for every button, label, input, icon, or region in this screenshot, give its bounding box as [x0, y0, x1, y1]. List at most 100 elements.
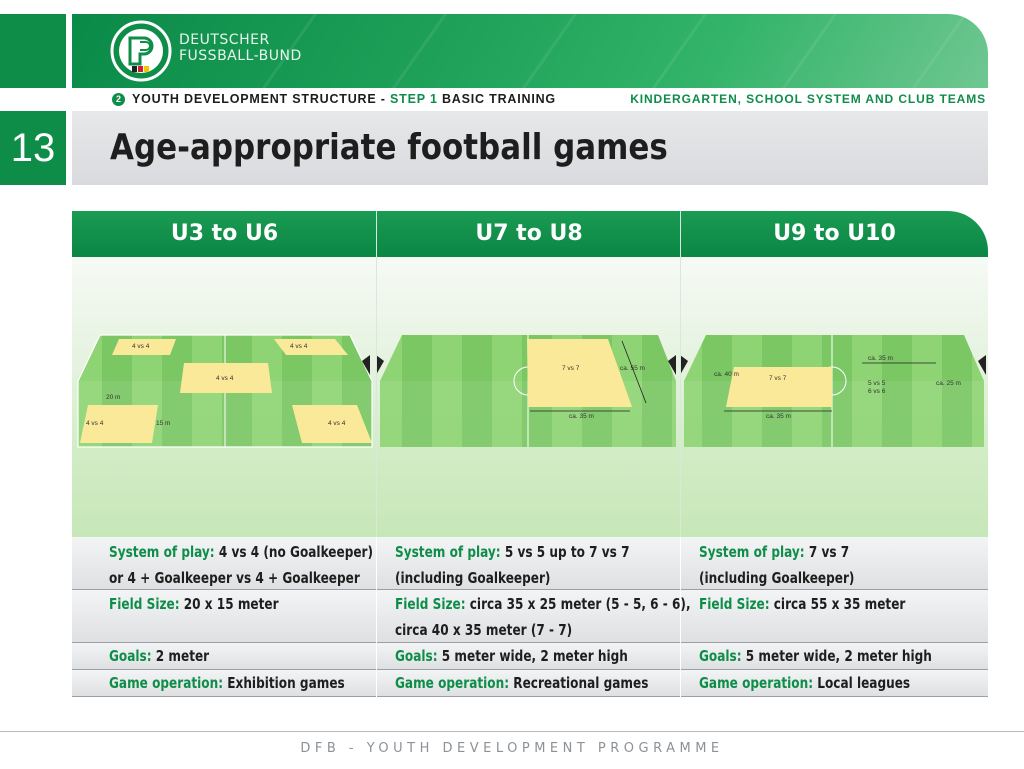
cell-game-u7-u8: Game operation: Recreational games [358, 670, 662, 696]
field-size-value-2: circa 40 x 35 meter (7 - 7) [395, 621, 573, 639]
field-label: ca. 35 m [569, 413, 594, 420]
game-operation-label: Game operation: [699, 674, 814, 692]
breadcrumb-left: YOUTH DEVELOPMENT STRUCTURE - STEP 1 BAS… [132, 92, 556, 106]
field-label: 15 m [156, 420, 170, 427]
cell-divider [680, 537, 681, 697]
audience-label: KINDERGARTEN, SCHOOL SYSTEM AND CLUB TEA… [630, 92, 986, 106]
game-operation-value: Local leagues [817, 674, 911, 692]
page-number: 13 [0, 111, 66, 185]
breadcrumb-step: STEP 1 [390, 92, 438, 106]
game-operation-label: Game operation: [395, 674, 510, 692]
zone-u9-main [726, 367, 832, 407]
zone-u3-bottom-right [292, 405, 372, 443]
goals-label: Goals: [395, 647, 438, 665]
pitch-illustrations: 4 vs 4 4 vs 4 4 vs 4 20 m 4 vs 4 15 m 4 … [72, 257, 988, 537]
goals-value: 5 meter wide, 2 meter high [745, 647, 932, 665]
field-size-value: circa 35 x 25 meter (5 - 5, 6 - 6), [469, 595, 691, 613]
row-field-size [72, 590, 988, 642]
pitch-u9-u10: ca. 35 m ca. 40 m 7 vs 7 5 vs 5 6 vs 6 c… [680, 335, 986, 447]
system-value: 5 vs 5 up to 7 vs 7 [504, 543, 630, 561]
pitch-diagrams: 4 vs 4 4 vs 4 4 vs 4 20 m 4 vs 4 15 m 4 … [77, 334, 986, 448]
field-label: ca. 55 m [620, 365, 645, 372]
field-label: 4 vs 4 [328, 420, 346, 427]
field-size-label: Field Size: [699, 595, 770, 613]
zone-u7-field [527, 339, 632, 407]
field-size-value: 20 x 15 meter [183, 595, 279, 613]
goals-value: 5 meter wide, 2 meter high [441, 647, 628, 665]
cell-goals-u3-u6: Goals: 2 meter [72, 643, 376, 669]
system-value-2: (including Goalkeeper) [699, 569, 855, 587]
zone-u3-center [180, 363, 272, 393]
goals-value: 2 meter [155, 647, 210, 665]
org-name-line1: DEUTSCHER [179, 32, 270, 48]
breadcrumb-suffix: BASIC TRAINING [437, 92, 556, 106]
field-label: ca. 25 m [936, 380, 961, 387]
cell-goals-u7-u8: Goals: 5 meter wide, 2 meter high [358, 643, 662, 669]
row-separator [72, 696, 988, 697]
age-group-table: U3 to U6 U7 to U8 U9 to U10 [72, 211, 988, 701]
zone-u3-top-left [112, 339, 176, 355]
column-heading-u7-u8: U7 to U8 [475, 221, 583, 246]
system-label: System of play: [109, 543, 215, 561]
field-label: ca. 40 m [714, 371, 739, 378]
org-name-line2: FUSSBALL-BUND [179, 48, 302, 64]
field-label: 6 vs 6 [868, 388, 886, 395]
zone-u3-bottom-left [80, 405, 158, 443]
column-divider [680, 211, 681, 541]
cell-goals-u9-u10: Goals: 5 meter wide, 2 meter high [662, 643, 966, 669]
field-size-value: circa 55 x 35 meter [773, 595, 906, 613]
field-label: 4 vs 4 [132, 343, 150, 350]
field-size-label: Field Size: [109, 595, 180, 613]
system-value-2: (including Goalkeeper) [395, 569, 551, 587]
breadcrumb-section: YOUTH DEVELOPMENT STRUCTURE - [132, 92, 391, 106]
section-breadcrumb: 2 YOUTH DEVELOPMENT STRUCTURE - STEP 1 B… [72, 88, 988, 110]
cell-divider [376, 537, 377, 697]
cell-field-u3-u6: Field Size: 20 x 15 meter [72, 591, 376, 617]
zone-u3-top-right [274, 339, 348, 355]
row-separator [72, 669, 988, 670]
organization-name: DEUTSCHER FUSSBALL-BUND [179, 32, 302, 64]
system-value: 7 vs 7 [808, 543, 850, 561]
system-label: System of play: [699, 543, 805, 561]
row-goals [72, 643, 988, 669]
field-label: 5 vs 5 [868, 380, 886, 387]
row-separator [72, 642, 988, 643]
column-heading-u3-u6: U3 to U6 [170, 221, 279, 246]
cell-system-u7-u8: System of play: 5 vs 5 up to 7 vs 7 (inc… [358, 539, 662, 591]
cell-system-u9-u10: System of play: 7 vs 7 (including Goalke… [662, 539, 966, 591]
cell-game-u3-u6: Game operation: Exhibition games [72, 670, 376, 696]
pitch-u3-u6: 4 vs 4 4 vs 4 4 vs 4 20 m 4 vs 4 15 m 4 … [77, 334, 373, 448]
field-label: 4 vs 4 [216, 375, 234, 382]
page-title: Age-appropriate football games [110, 127, 668, 168]
game-operation-value: Recreational games [513, 674, 649, 692]
field-label: 7 vs 7 [562, 365, 580, 372]
column-divider [376, 211, 377, 541]
header-band [72, 14, 988, 88]
field-size-label: Field Size: [395, 595, 466, 613]
step-number-badge: 2 [112, 93, 125, 106]
goals-label: Goals: [109, 647, 152, 665]
game-operation-value: Exhibition games [227, 674, 345, 692]
field-label: ca. 35 m [868, 355, 893, 362]
system-value-2: or 4 + Goalkeeper vs 4 + Goalkeeper [109, 569, 360, 587]
field-label: 4 vs 4 [86, 420, 104, 427]
column-headers: U3 to U6 U7 to U8 U9 to U10 [72, 211, 988, 257]
footer-text: DFB - YOUTH DEVELOPMENT PROGRAMME [300, 741, 724, 756]
game-operation-label: Game operation: [109, 674, 224, 692]
field-label: 4 vs 4 [290, 343, 308, 350]
cell-field-u9-u10: Field Size: circa 55 x 35 meter [662, 591, 966, 617]
system-value: 4 vs 4 (no Goalkeeper) [218, 543, 374, 561]
left-accent-block [0, 14, 66, 88]
field-label: 20 m [106, 394, 120, 401]
column-heading-u9-u10: U9 to U10 [773, 221, 896, 246]
field-label: ca. 35 m [766, 413, 791, 420]
cell-field-u7-u8: Field Size: circa 35 x 25 meter (5 - 5, … [358, 591, 691, 643]
cell-system-u3-u6: System of play: 4 vs 4 (no Goalkeeper) o… [72, 539, 376, 591]
goals-label: Goals: [699, 647, 742, 665]
row-game-operation [72, 670, 988, 696]
field-label: 7 vs 7 [769, 375, 787, 382]
cell-game-u9-u10: Game operation: Local leagues [662, 670, 966, 696]
pitch-u7-u8: 7 vs 7 ca. 55 m ca. 35 m [376, 335, 676, 447]
title-band: Age-appropriate football games [72, 111, 988, 185]
